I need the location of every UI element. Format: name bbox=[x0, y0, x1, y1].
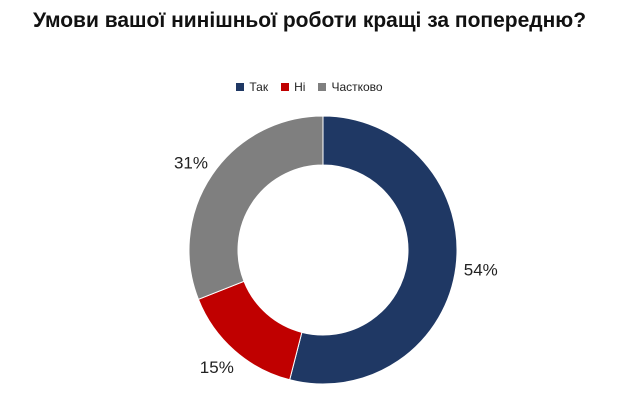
legend-label-ni: Ні bbox=[294, 80, 306, 94]
donut-data-labels: 54% 15% 31% bbox=[174, 153, 498, 377]
data-label-chastkovo: 31% bbox=[174, 153, 208, 172]
legend-item-tak: Так bbox=[236, 80, 268, 94]
slice-tak bbox=[289, 115, 458, 385]
legend-swatch-ni bbox=[281, 83, 290, 91]
data-label-tak: 54% bbox=[464, 261, 498, 280]
slice-chastkovo bbox=[188, 115, 324, 300]
legend-swatch-tak bbox=[236, 83, 245, 91]
legend-swatch-chastkovo bbox=[318, 83, 327, 91]
legend-item-ni: Ні bbox=[281, 80, 305, 94]
legend-item-chastkovo: Частково bbox=[318, 80, 383, 94]
chart-legend: Так Ні Частково bbox=[0, 80, 619, 94]
chart-title: Умови вашої нинішньої роботи кращі за по… bbox=[32, 9, 587, 32]
data-label-ni: 15% bbox=[200, 358, 234, 377]
legend-label-chastkovo: Частково bbox=[331, 80, 383, 94]
legend-label-tak: Так bbox=[249, 80, 269, 94]
donut-slices bbox=[188, 115, 458, 385]
